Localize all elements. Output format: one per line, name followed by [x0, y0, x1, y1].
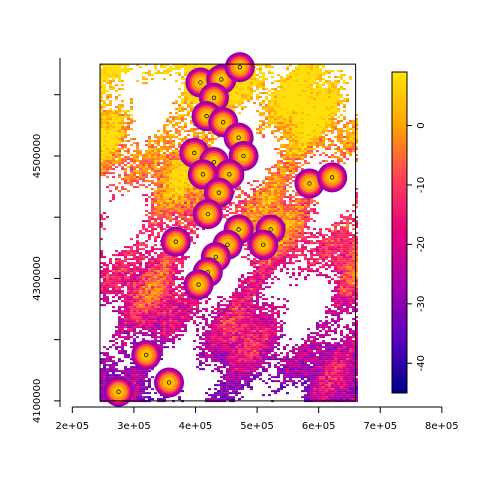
hotspot-14	[192, 199, 223, 230]
x-tick-label: 2e+05	[56, 421, 90, 432]
colorbar-tick-label: -10	[416, 177, 427, 193]
y-tick-label: 4100000	[32, 379, 43, 424]
x-axis: 2e+05 3e+05 4e+05 5e+05 6e+05 7e+05 8e+05	[56, 406, 459, 432]
colorbar-tick-label: -30	[416, 296, 427, 312]
x-tick-label: 6e+05	[302, 421, 336, 432]
hotspot-22	[248, 229, 279, 260]
x-tick-label: 8e+05	[425, 421, 459, 432]
hotspot-23	[294, 168, 325, 199]
colorbar-tick-label: -20	[416, 236, 427, 252]
colorbar-tick-label: -40	[416, 355, 427, 371]
hotspot-20	[160, 226, 191, 257]
colorbar-legend: 0 -10 -20 -30 -40	[391, 71, 427, 394]
x-tick-label: 4e+05	[179, 421, 213, 432]
hotspot-27	[103, 376, 134, 407]
colorbar-tick-label: 0	[416, 122, 427, 128]
x-tick-label: 7e+05	[363, 421, 397, 432]
hotspot-19	[183, 269, 214, 300]
y-tick-label: 4500000	[32, 134, 43, 179]
y-tick-label: 4300000	[32, 256, 43, 301]
x-tick-label: 3e+05	[117, 421, 151, 432]
hotspot-3	[224, 52, 255, 83]
hotspot-26	[154, 367, 185, 398]
raster-frame	[99, 63, 357, 402]
hotspot-layer	[103, 52, 348, 407]
hotspot-24	[317, 162, 348, 193]
hotspot-25	[131, 339, 162, 370]
hotspot-17	[200, 241, 231, 272]
colorbar-ramp	[391, 71, 408, 394]
y-axis: 4100000 4300000 4500000	[32, 58, 61, 424]
x-tick-label: 5e+05	[240, 421, 274, 432]
